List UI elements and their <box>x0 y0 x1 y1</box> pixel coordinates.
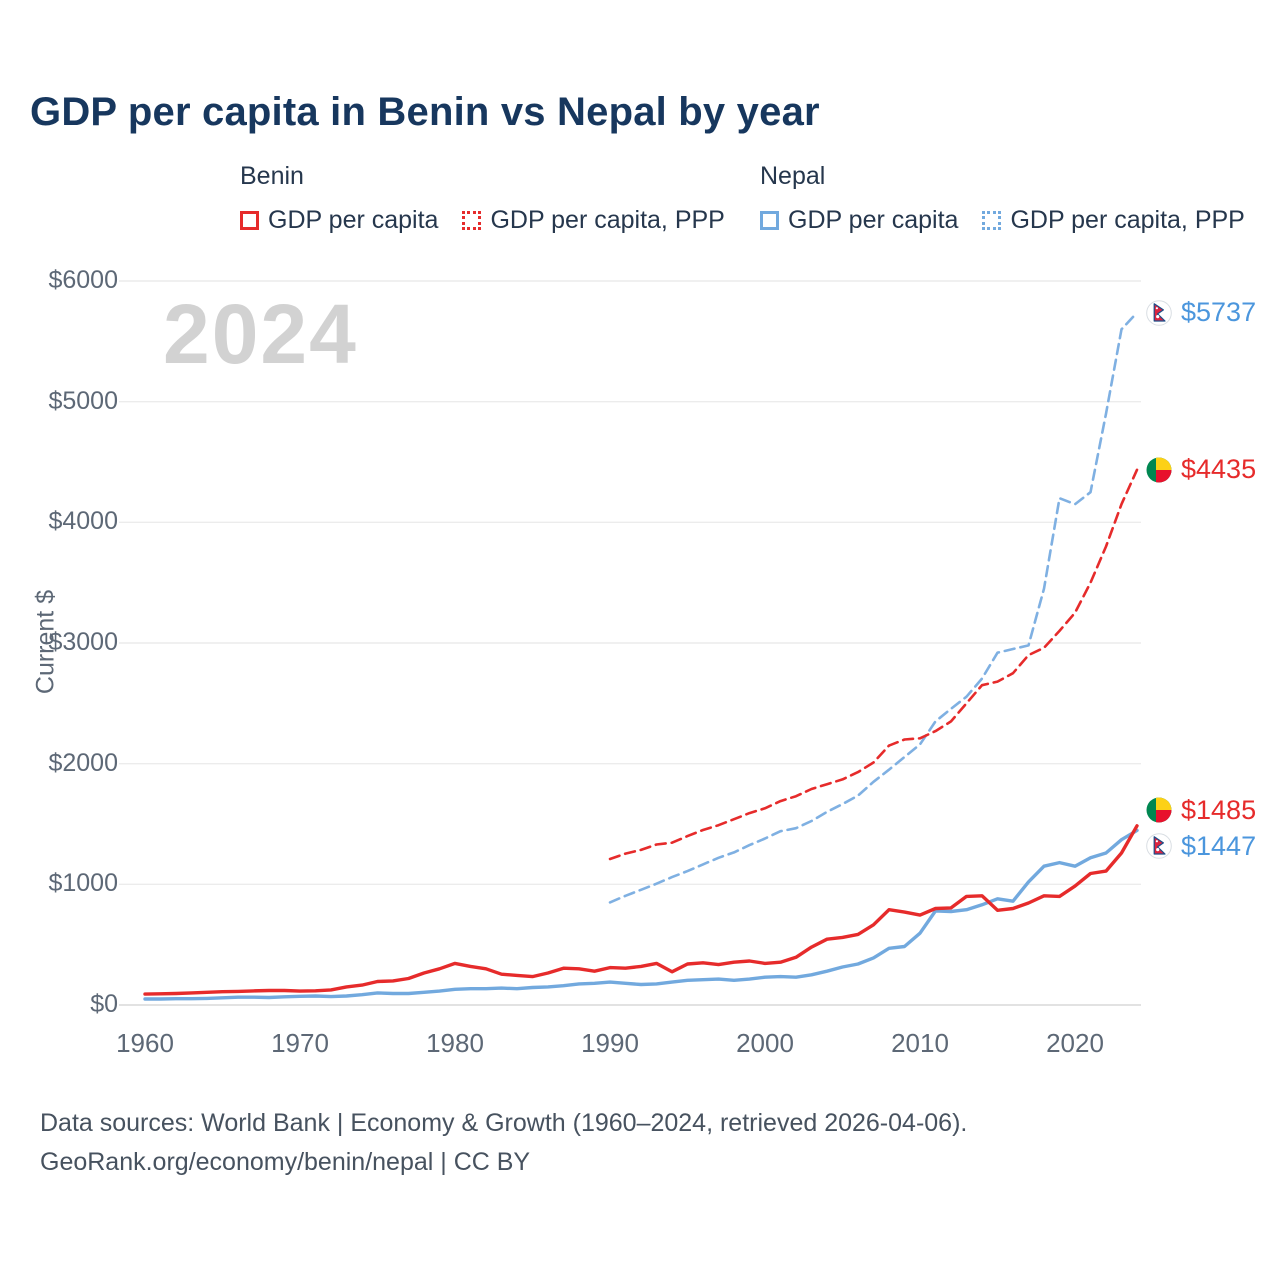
year-watermark: 2024 <box>163 287 358 381</box>
x-tick-label-1970: 1970 <box>271 1028 329 1058</box>
y-tick-label-0: $0 <box>90 990 118 1018</box>
footer-data-sources: Data sources: World Bank | Economy & Gro… <box>40 1109 968 1137</box>
y-tick-label-5000: $5000 <box>48 386 118 415</box>
x-tick-label-1960: 1960 <box>116 1028 174 1058</box>
series-line-benin-gdp-per-capita-ppp <box>608 468 1139 861</box>
footer: Data sources: World Bank | Economy & Gro… <box>40 1104 967 1182</box>
legend-item-nepal-gdp-ppp[interactable]: GDP per capita, PPP <box>982 206 1245 235</box>
legend-item-benin-gdp[interactable]: GDP per capita <box>240 206 438 235</box>
end-label-benin-gdp-per-capita-ppp: $4435 <box>1146 454 1256 486</box>
legend-label: GDP per capita, PPP <box>490 206 725 234</box>
y-tick-label-1000: $1000 <box>48 869 118 898</box>
page-title: GDP per capita in Benin vs Nepal by year <box>30 90 820 134</box>
y-tick-label-4000: $4000 <box>48 507 118 536</box>
footer-attribution: GeoRank.org/economy/benin/nepal | CC BY <box>40 1147 531 1176</box>
legend-label: GDP per capita <box>788 206 959 234</box>
y-tick-label-2000: $2000 <box>48 748 118 777</box>
legend-item-benin-gdp-ppp[interactable]: GDP per capita, PPP <box>462 206 725 235</box>
legend-group-benin: Benin GDP per capita GDP per capita, PPP <box>240 162 725 235</box>
legend-label: GDP per capita, PPP <box>1010 206 1245 234</box>
x-tick-label-1980: 1980 <box>426 1028 484 1058</box>
series-line-nepal-gdp-per-capita <box>143 828 1139 1001</box>
x-tick-label-2000: 2000 <box>736 1028 794 1058</box>
y-axis-title: Current $ <box>31 589 60 695</box>
end-label-nepal-gdp-per-capita-ppp: $5737 <box>1146 297 1256 329</box>
x-tick-label-1990: 1990 <box>581 1028 639 1058</box>
end-label-value: $4435 <box>1181 454 1257 485</box>
end-label-value: $5737 <box>1181 297 1257 328</box>
legend: Benin GDP per capita GDP per capita, PPP… <box>0 162 1280 252</box>
end-label-benin-gdp-per-capita: $1485 <box>1146 794 1256 826</box>
end-label-value: $1485 <box>1181 794 1257 825</box>
legend-swatch-nepal-gdp-ppp <box>982 211 1002 230</box>
legend-swatch-benin-gdp-ppp <box>462 211 482 230</box>
nepal-flag-icon <box>1146 299 1172 326</box>
benin-flag-icon <box>1146 797 1172 823</box>
y-tick-label-6000: $6000 <box>48 266 118 294</box>
series-line-benin-gdp-per-capita <box>143 824 1139 996</box>
legend-group-nepal: Nepal GDP per capita GDP per capita, PPP <box>760 162 1245 235</box>
nepal-flag-icon <box>1146 833 1172 859</box>
benin-flag-icon <box>1146 457 1172 483</box>
x-tick-label-2010: 2010 <box>891 1028 949 1058</box>
legend-swatch-nepal-gdp <box>760 211 779 230</box>
legend-item-nepal-gdp[interactable]: GDP per capita <box>760 206 958 235</box>
end-label-nepal-gdp-per-capita: $1447 <box>1146 830 1256 862</box>
x-tick-label-2020: 2020 <box>1046 1028 1104 1058</box>
legend-group-name: Nepal <box>760 162 826 190</box>
legend-swatch-benin-gdp <box>240 211 259 230</box>
legend-group-name: Benin <box>240 162 304 190</box>
end-label-value: $1447 <box>1181 830 1257 861</box>
series-line-nepal-gdp-per-capita-ppp <box>608 311 1139 904</box>
legend-label: GDP per capita <box>268 206 439 234</box>
